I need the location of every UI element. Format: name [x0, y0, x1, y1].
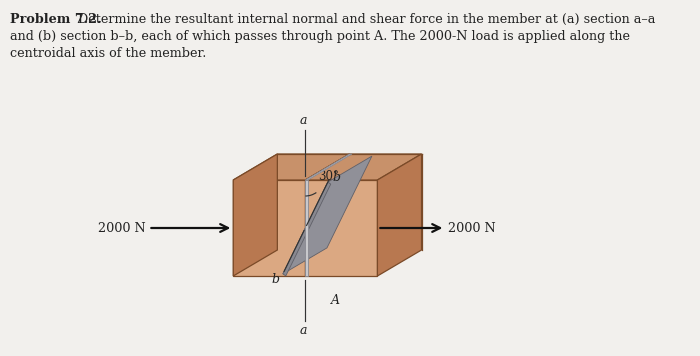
Text: b: b: [333, 171, 341, 184]
Text: centroidal axis of the member.: centroidal axis of the member.: [10, 47, 206, 60]
Polygon shape: [305, 180, 377, 276]
Polygon shape: [377, 154, 421, 276]
Polygon shape: [283, 156, 372, 274]
Polygon shape: [305, 154, 421, 180]
Polygon shape: [283, 182, 330, 276]
Polygon shape: [305, 180, 308, 276]
Text: Determine the resultant internal normal and shear force in the member at (a) sec: Determine the resultant internal normal …: [74, 13, 655, 26]
Text: b: b: [272, 273, 280, 286]
Text: and (b) section b–b, each of which passes through point A. The 2000-N load is ap: and (b) section b–b, each of which passe…: [10, 30, 630, 43]
Polygon shape: [305, 154, 352, 180]
Text: A: A: [331, 294, 340, 308]
Polygon shape: [233, 180, 305, 276]
Text: 2000 N: 2000 N: [98, 221, 146, 235]
Text: Problem 7.2.: Problem 7.2.: [10, 13, 102, 26]
Polygon shape: [233, 154, 349, 180]
Polygon shape: [233, 154, 277, 276]
Text: a: a: [300, 114, 307, 127]
Text: a: a: [300, 324, 307, 337]
Text: 2000 N: 2000 N: [448, 221, 496, 235]
Text: 30°: 30°: [318, 169, 339, 183]
